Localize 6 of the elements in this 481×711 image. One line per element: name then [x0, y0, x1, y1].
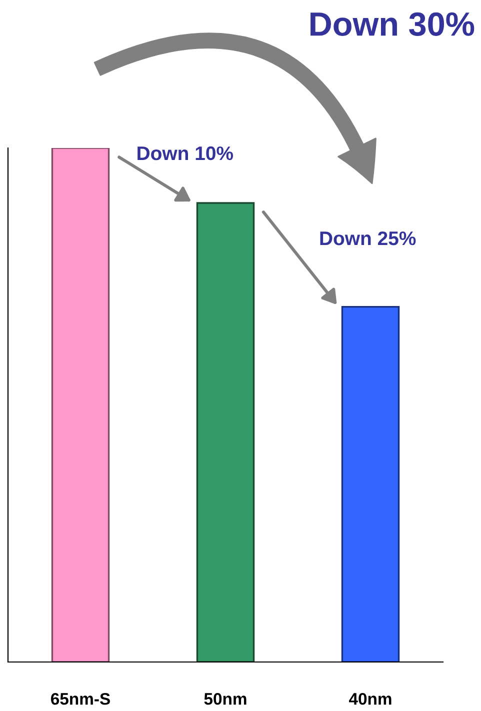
x-tick-label: 40nm — [348, 692, 392, 705]
x-tick-label: 65nm-S — [51, 692, 110, 705]
annotation: Down 25% — [320, 231, 416, 246]
x-tick-label: 50nm — [204, 692, 246, 705]
annotation: Down 10% — [138, 146, 234, 160]
text: Down 30% — [310, 12, 474, 36]
